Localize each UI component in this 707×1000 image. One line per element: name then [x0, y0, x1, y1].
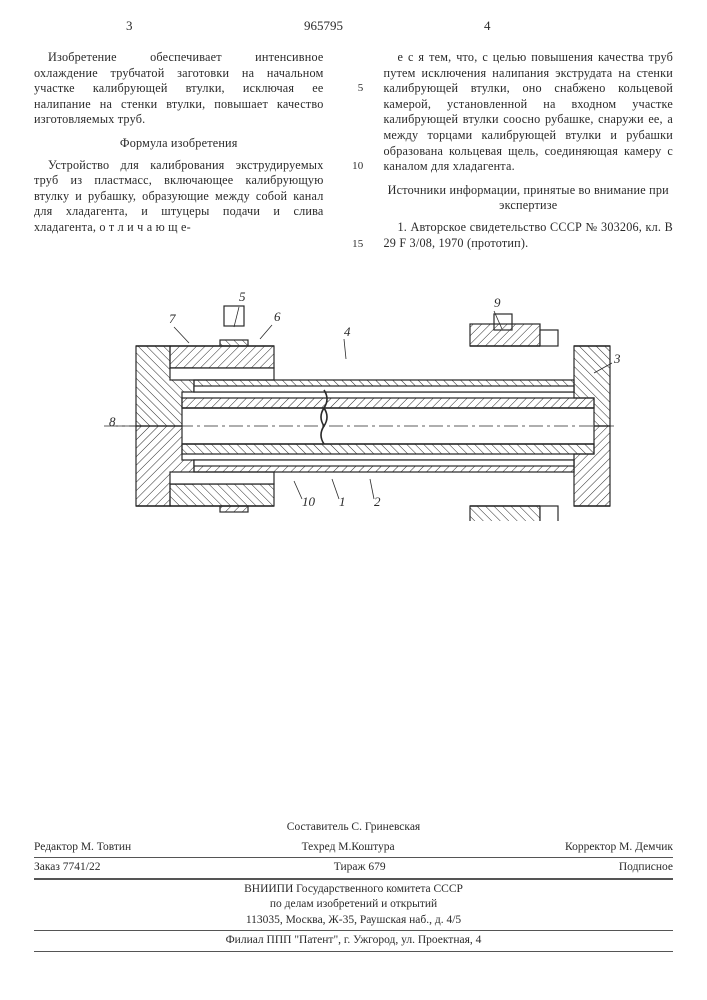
organization: ВНИИПИ Государственного комитета СССР по… — [34, 879, 673, 932]
techred: Техред М.Коштура — [302, 840, 395, 856]
line-number — [344, 97, 364, 113]
svg-text:7: 7 — [169, 311, 176, 326]
svg-text:3: 3 — [613, 351, 621, 366]
line-number — [344, 206, 364, 222]
svg-text:2: 2 — [374, 494, 381, 509]
org-line-1: ВНИИПИ Государственного комитета СССР — [34, 882, 673, 898]
svg-text:4: 4 — [344, 324, 351, 339]
page-number-left: 3 — [126, 18, 133, 34]
right-column: е с я тем, что, с целью повышения качест… — [384, 50, 674, 257]
line-number — [344, 175, 364, 191]
svg-text:10: 10 — [302, 494, 316, 509]
line-number: 10 — [344, 159, 364, 175]
formula-title: Формула изобретения — [34, 136, 324, 152]
left-column: Изобретение обеспечивает интенсивное охл… — [34, 50, 324, 257]
line-number: 15 — [344, 237, 364, 253]
line-number — [344, 50, 364, 66]
footer-block: Составитель С. Гриневская Редактор М. То… — [34, 818, 673, 952]
tirazh: Тираж 679 — [334, 860, 386, 876]
sources-title: Источники информации, принятые во вниман… — [384, 183, 674, 214]
line-number — [344, 66, 364, 82]
svg-text:1: 1 — [339, 494, 346, 509]
claim-continuation: е с я тем, что, с целью повышения качест… — [384, 50, 674, 175]
svg-text:5: 5 — [239, 289, 246, 304]
text-columns: Изобретение обеспечивает интенсивное охл… — [34, 50, 673, 257]
order-number: Заказ 7741/22 — [34, 860, 101, 876]
org-address: 113035, Москва, Ж-35, Раушская наб., д. … — [34, 913, 673, 929]
compiler: Составитель С. Гриневская — [287, 820, 420, 836]
org-line-2: по делам изобретений и открытий — [34, 897, 673, 913]
line-number-strip: 5 10 15 — [344, 50, 364, 257]
svg-text:9: 9 — [494, 295, 501, 310]
editor: Редактор М. Товтин — [34, 840, 131, 856]
corrector: Корректор М. Демчик — [565, 840, 673, 856]
svg-text:6: 6 — [274, 309, 281, 324]
podpisnoe: Подписное — [619, 860, 673, 876]
document-number: 965795 — [304, 18, 343, 34]
line-number — [344, 128, 364, 144]
line-number — [344, 112, 364, 128]
branch: Филиал ППП "Патент", г. Ужгород, ул. Про… — [34, 931, 673, 952]
line-number: 5 — [344, 81, 364, 97]
header: 3 965795 4 — [34, 18, 673, 40]
intro-paragraph: Изобретение обеспечивает интенсивное охл… — [34, 50, 324, 128]
line-number — [344, 190, 364, 206]
claim-paragraph: Устройство для калибрования экструдируем… — [34, 158, 324, 236]
page-number-right: 4 — [484, 18, 491, 34]
technical-drawing: 1 2 3 4 5 6 7 8 9 10 — [34, 281, 673, 521]
line-number — [344, 222, 364, 238]
svg-text:8: 8 — [109, 414, 116, 429]
line-number — [344, 144, 364, 160]
source-item: 1. Авторское свидетельство СССР № 303206… — [384, 220, 674, 251]
